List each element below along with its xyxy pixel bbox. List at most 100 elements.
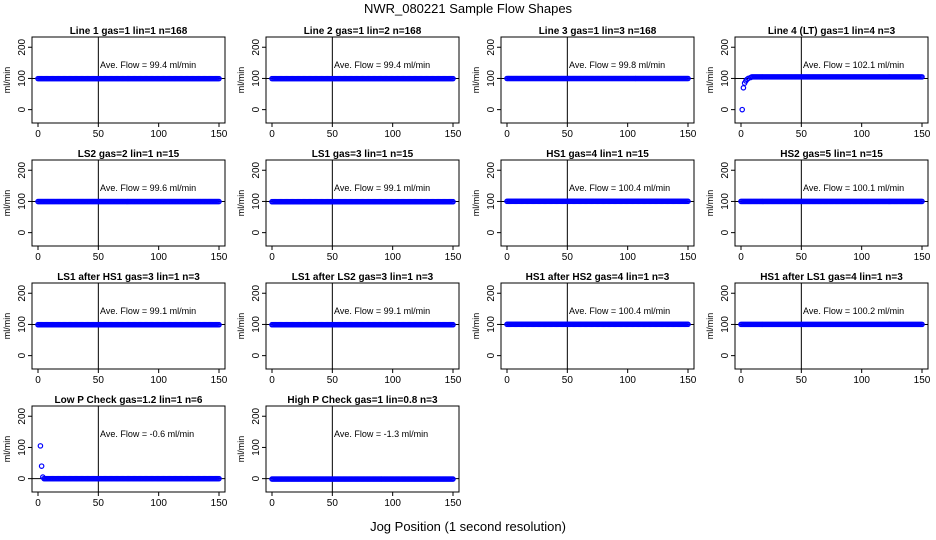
- y-tick-label: 100: [251, 316, 262, 333]
- plot-frame: [265, 405, 460, 493]
- subplot-title: HS2 gas=5 lin=1 n=15: [780, 149, 883, 160]
- x-tick-label: 100: [384, 375, 401, 386]
- x-tick-label: 50: [796, 252, 808, 263]
- plot-frame: [734, 282, 929, 370]
- y-tick-label: 100: [251, 439, 262, 456]
- data-point: [739, 106, 746, 113]
- subplot-title: Low P Check gas=1.2 lin=1 n=6: [55, 395, 203, 406]
- average-flow-annotation: Ave. Flow = 99.1 ml/min: [334, 183, 430, 193]
- y-tick-label: 100: [720, 70, 731, 87]
- data-point: [450, 198, 456, 205]
- plot-frame: [500, 282, 695, 370]
- y-axis-label: ml/min: [705, 190, 715, 217]
- y-tick-label: 0: [720, 229, 731, 235]
- average-flow-annotation: Ave. Flow = 99.4 ml/min: [100, 60, 196, 70]
- x-tick-label: 100: [150, 129, 167, 140]
- x-tick-label: 50: [562, 375, 574, 386]
- x-tick-label: 0: [269, 498, 275, 509]
- x-tick-label: 50: [93, 375, 105, 386]
- x-tick-label: 150: [680, 129, 697, 140]
- average-flow-annotation: Ave. Flow = 99.8 ml/min: [569, 60, 665, 70]
- data-point: [450, 476, 456, 482]
- x-tick-label: 0: [738, 129, 744, 140]
- y-tick-label: 100: [486, 70, 497, 87]
- average-flow-annotation: Ave. Flow = 99.1 ml/min: [100, 306, 196, 316]
- plot-frame: [265, 282, 460, 370]
- data-point: [37, 443, 44, 449]
- x-tick-label: 0: [35, 129, 41, 140]
- y-tick-label: 100: [17, 316, 28, 333]
- data-point: [216, 475, 222, 482]
- y-tick-label: 200: [486, 284, 497, 301]
- average-flow-annotation: Ave. Flow = 99.4 ml/min: [334, 60, 430, 70]
- data-point: [38, 463, 45, 469]
- y-tick-label: 0: [486, 229, 497, 235]
- x-tick-label: 0: [35, 375, 41, 386]
- subplot: LS2 gas=2 lin=1 n=15 0 50 100 150 0 100 200 ml/m…: [2, 149, 228, 263]
- x-tick-label: 100: [384, 129, 401, 140]
- y-tick-label: 200: [720, 284, 731, 301]
- data-point: [216, 75, 222, 82]
- x-tick-label: 0: [269, 375, 275, 386]
- y-tick-label: 100: [17, 70, 28, 87]
- average-flow-annotation: Ave. Flow = 100.4 ml/min: [569, 306, 670, 316]
- x-tick-label: 50: [796, 375, 808, 386]
- y-tick-label: 0: [251, 229, 262, 235]
- x-tick-label: 50: [93, 498, 105, 509]
- y-tick-label: 200: [251, 38, 262, 55]
- average-flow-annotation: Ave. Flow = -1.3 ml/min: [334, 429, 428, 439]
- data-point: [685, 321, 691, 328]
- x-tick-label: 50: [327, 129, 339, 140]
- subplot: Line 1 gas=1 lin=1 n=168 0 50 100 150 0 100 200…: [2, 26, 228, 140]
- y-tick-label: 0: [486, 352, 497, 358]
- y-tick-label: 200: [720, 161, 731, 178]
- subplot-title: LS2 gas=2 lin=1 n=15: [78, 149, 180, 160]
- y-tick-label: 200: [17, 38, 28, 55]
- y-tick-label: 200: [251, 161, 262, 178]
- y-tick-label: 100: [17, 193, 28, 210]
- x-tick-label: 50: [562, 252, 574, 263]
- x-tick-label: 150: [211, 129, 228, 140]
- y-axis-label: ml/min: [236, 436, 246, 463]
- subplot-title: LS1 after LS2 gas=3 lin=1 n=3: [292, 272, 434, 283]
- x-tick-label: 150: [445, 375, 462, 386]
- subplot-title: Line 3 gas=1 lin=3 n=168: [539, 26, 657, 37]
- subplot: Line 4 (LT) gas=1 lin=4 n=3 0 50 100 150 0 100…: [705, 26, 931, 140]
- plot-frame: [31, 159, 226, 247]
- x-tick-label: 150: [211, 375, 228, 386]
- subplot: High P Check gas=1 lin=0.8 n=3 0 50 100 150 0…: [236, 395, 462, 509]
- x-tick-label: 100: [384, 498, 401, 509]
- x-tick-label: 150: [680, 252, 697, 263]
- subplot-title: Line 1 gas=1 lin=1 n=168: [70, 26, 188, 37]
- y-tick-label: 0: [251, 475, 262, 481]
- y-tick-label: 200: [251, 284, 262, 301]
- data-point: [216, 198, 222, 205]
- average-flow-annotation: Ave. Flow = 100.4 ml/min: [569, 183, 670, 193]
- x-tick-label: 100: [619, 252, 636, 263]
- subplot: HS1 after LS1 gas=4 lin=1 n=3 0 50 100 150 0 1…: [705, 272, 931, 386]
- y-axis-label: ml/min: [471, 190, 481, 217]
- data-point: [216, 321, 222, 328]
- data-point: [919, 74, 925, 80]
- data-point: [919, 198, 925, 205]
- subplot-title: High P Check gas=1 lin=0.8 n=3: [287, 395, 438, 406]
- y-tick-label: 100: [720, 193, 731, 210]
- x-tick-label: 100: [384, 252, 401, 263]
- y-axis-label: ml/min: [2, 67, 12, 94]
- y-tick-label: 200: [17, 407, 28, 424]
- x-tick-label: 100: [619, 129, 636, 140]
- data-point: [919, 321, 925, 328]
- x-tick-label: 100: [853, 252, 870, 263]
- x-tick-label: 0: [738, 252, 744, 263]
- y-tick-label: 100: [251, 70, 262, 87]
- x-tick-label: 50: [562, 129, 574, 140]
- x-tick-label: 50: [327, 375, 339, 386]
- average-flow-annotation: Ave. Flow = 102.1 ml/min: [803, 60, 904, 70]
- figure-title: NWR_080221 Sample Flow Shapes: [363, 1, 573, 16]
- x-tick-label: 150: [445, 498, 462, 509]
- x-tick-label: 0: [504, 252, 510, 263]
- x-tick-label: 150: [445, 129, 462, 140]
- x-tick-label: 150: [680, 375, 697, 386]
- y-axis-label: ml/min: [705, 67, 715, 94]
- x-tick-label: 0: [738, 375, 744, 386]
